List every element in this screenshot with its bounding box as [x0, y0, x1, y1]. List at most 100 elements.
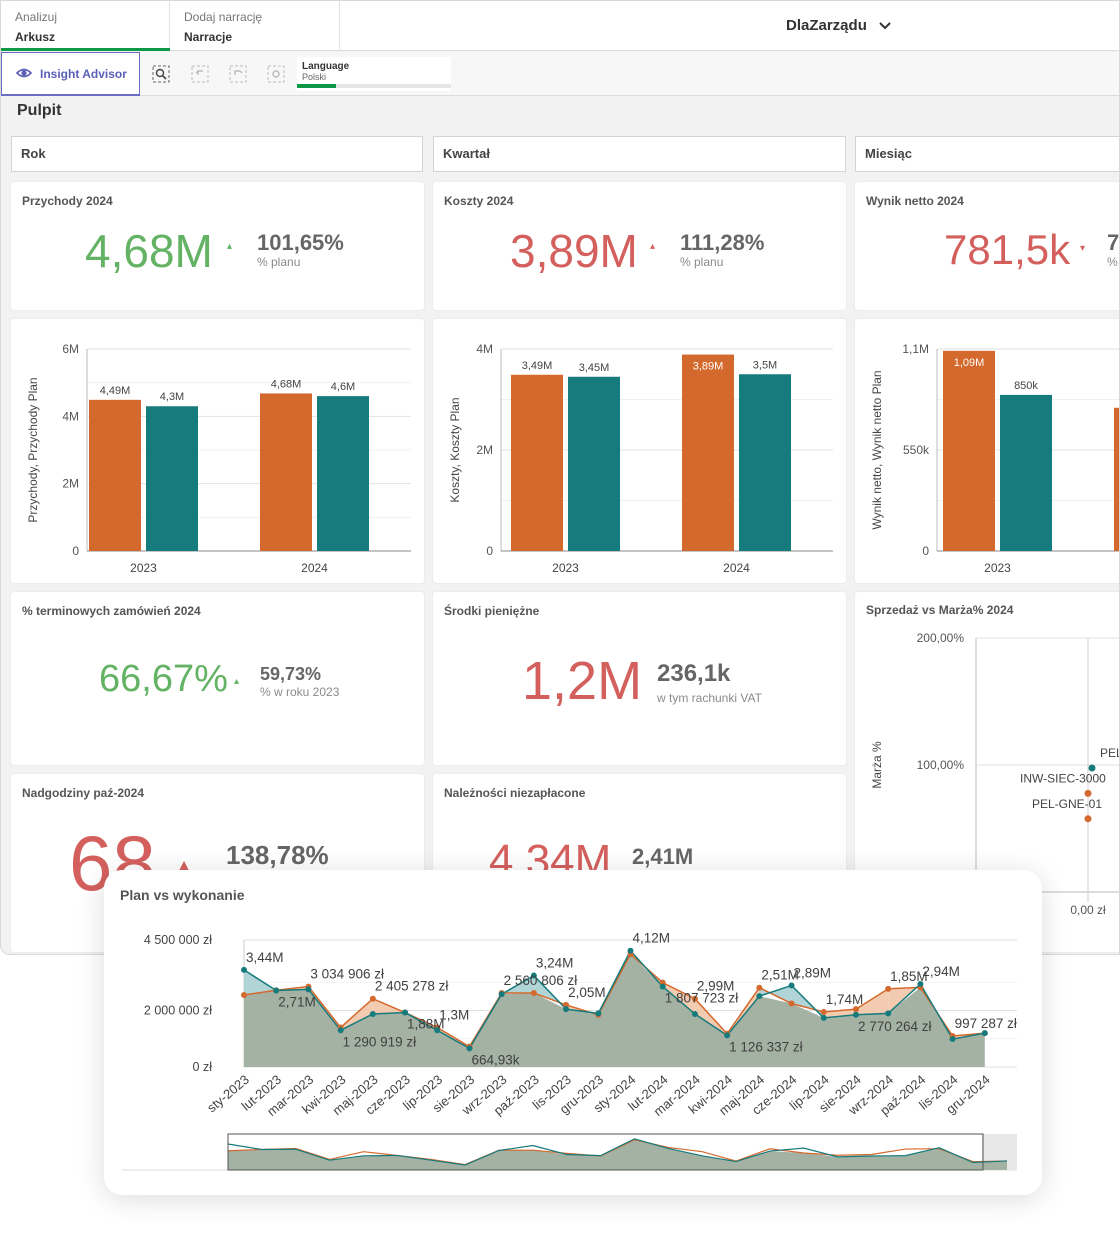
data-label: 2 405 278 zł: [375, 979, 449, 994]
scatter-point-label: PEL-GNE-01: [1032, 797, 1102, 811]
kpi-terminowe[interactable]: % terminowych zamówień 2024 66,67% ▴ 59,…: [11, 592, 424, 765]
data-label: 1 290 919 zł: [343, 1034, 417, 1049]
plan-vs-wykonanie-card[interactable]: Plan vs wykonanie 0 zł 2 000 000 zł 4 500 …: [104, 870, 1042, 1195]
data-point-actual: [788, 1000, 795, 1007]
scatter-point: [1084, 815, 1092, 823]
data-label: 2,51M: [761, 968, 799, 983]
y-tick-label: 4 500 000 zł: [144, 933, 212, 947]
app-title[interactable]: DlaZarządu: [786, 17, 891, 34]
bar: [568, 376, 620, 551]
data-label: 1,85M: [890, 969, 928, 984]
toolbar: Insight Advisor Language Polski: [1, 52, 1119, 96]
bar-data-label: 3,49M: [522, 360, 553, 372]
kpi-przychody-value: 4,68M: [85, 225, 213, 277]
kpi-wynik-value: 781,5k: [944, 226, 1071, 273]
chart-koszty-svg: 0 2M 4M Koszty, Koszty Plan 3,49M 3,45M 2023 3,…: [448, 342, 833, 575]
kpi-terminowe-label: % w roku 2023: [260, 685, 340, 699]
data-point-plan: [724, 1032, 731, 1039]
bar: [146, 406, 198, 551]
data-point-actual: [852, 1006, 859, 1013]
y-tick-label: 6M: [62, 342, 79, 356]
kpi-terminowe-value: 66,67%: [99, 658, 228, 700]
data-point-plan: [691, 1010, 698, 1017]
kpi-srodki[interactable]: Środki pieniężne 1,2M 236,1k w tym rachu…: [433, 592, 846, 765]
insight-advisor-button[interactable]: Insight Advisor: [1, 52, 140, 96]
bar-data-label: 4,49M: [100, 385, 131, 397]
language-selector[interactable]: Language Polski: [297, 57, 451, 91]
kpi-terminowe-secondary: 59,73%: [260, 664, 322, 684]
scatter-point-label: INW-SIEC-3000: [1020, 771, 1106, 785]
bar: [739, 374, 791, 551]
up-arrow-icon: ▴: [179, 854, 190, 876]
insight-advisor-label: Insight Advisor: [40, 67, 127, 81]
data-point-plan: [434, 1027, 441, 1034]
kpi-srodki-title: Środki pieniężne: [444, 604, 540, 618]
data-label: 1,88M: [407, 1017, 445, 1032]
kpi-wynik-title: Wynik netto 2024: [866, 194, 964, 208]
kpi-nadgodziny-secondary: 138,78%: [226, 840, 329, 870]
data-point-plan: [885, 1010, 892, 1017]
tab-analizuj[interactable]: Analizuj Arkusz: [1, 1, 170, 51]
tab-narracje-main: Narracje: [184, 30, 233, 44]
data-point-plan: [820, 1014, 827, 1021]
x-tick-label: 0,00 zł: [1070, 903, 1106, 917]
y-tick-label: 4M: [62, 409, 79, 423]
chart-przychody[interactable]: 0 2M 4M 6M Przychody, Przychody Plan 4,49M 4,3…: [11, 319, 424, 583]
data-point-plan: [595, 1010, 602, 1017]
smart-search-icon[interactable]: [152, 65, 170, 83]
step-forward-icon[interactable]: [229, 65, 247, 83]
data-point-plan: [949, 1036, 956, 1043]
up-arrow-icon: ▴: [650, 241, 656, 252]
bar: [317, 396, 369, 551]
bar: [1000, 394, 1052, 551]
y-axis-title: Wynik netto, Wynik netto Plan: [870, 370, 884, 529]
kpi-przychody[interactable]: Przychody 2024 4,68M ▴ 101,65% % planu: [11, 182, 424, 310]
data-point-plan: [917, 981, 924, 988]
data-point-actual: [241, 992, 247, 999]
data-label: 2,89M: [794, 965, 832, 980]
data-label: 2,71M: [278, 995, 316, 1010]
filter-miesiac[interactable]: Miesiąc: [855, 136, 1119, 172]
difference-fill: [244, 969, 277, 996]
language-title: Language: [302, 61, 350, 72]
y-tick-label: 2 000 000 zł: [144, 1004, 212, 1018]
plan-vs-wykonanie-svg: 0 zł 2 000 000 zł 4 500 000 zł 3,44M 2,71M 3 …: [122, 931, 1017, 1171]
y-tick-label: 0 zł: [193, 1060, 213, 1074]
data-label: 4,12M: [633, 931, 671, 946]
kpi-wynik-label: %: [1107, 255, 1118, 269]
kpi-koszty[interactable]: Koszty 2024 3,89M ▴ 111,28% % planu: [433, 182, 846, 310]
chart-wynik[interactable]: 0 550k 1,1M Wynik netto, Wynik netto Plan 1,…: [855, 319, 1119, 583]
down-arrow-icon: ▾: [1080, 243, 1086, 254]
data-label: 3,24M: [536, 956, 574, 971]
y-axis-title: Marża %: [870, 741, 884, 789]
step-back-icon[interactable]: [191, 65, 209, 83]
data-point-plan: [756, 993, 763, 1000]
app-title-label: DlaZarządu: [786, 17, 867, 34]
kpi-koszty-secondary: 111,28%: [680, 230, 765, 255]
filter-rok[interactable]: Rok: [11, 136, 423, 172]
data-point-plan: [530, 972, 537, 979]
kpi-koszty-value: 3,89M: [510, 225, 638, 277]
data-point-plan: [369, 1010, 376, 1017]
language-value: Polski: [302, 72, 327, 82]
navigator-selection[interactable]: [227, 1133, 984, 1171]
tab-narracje[interactable]: Dodaj narrację Narracje: [170, 1, 340, 51]
chart-koszty[interactable]: 0 2M 4M Koszty, Koszty Plan 3,49M 3,45M 2023 3,…: [433, 319, 846, 583]
kpi-przychody-label: % planu: [257, 255, 301, 269]
data-point-actual: [885, 985, 892, 992]
data-label: 1 126 337 zł: [729, 1039, 803, 1054]
clear-selections-icon[interactable]: [267, 65, 285, 83]
language-progress-fill: [297, 84, 336, 88]
y-tick-label: 1,1M: [902, 342, 929, 356]
kpi-wynik[interactable]: Wynik netto 2024 781,5k ▾ 7 %: [855, 182, 1119, 310]
kpi-przychody-title: Przychody 2024: [22, 194, 113, 208]
navigator-line-plan: [227, 1138, 1008, 1166]
area-fill: [244, 954, 985, 1067]
bar-data-label: 3,45M: [579, 362, 610, 374]
up-arrow-icon: ▴: [227, 241, 233, 252]
data-point-actual: [563, 1001, 570, 1008]
filter-kwartal[interactable]: Kwartał: [433, 136, 846, 172]
data-label: 2 770 264 zł: [858, 1019, 932, 1034]
kpi-nadgodziny-title: Nadgodziny paź-2024: [22, 786, 145, 800]
data-point-plan: [305, 986, 312, 993]
